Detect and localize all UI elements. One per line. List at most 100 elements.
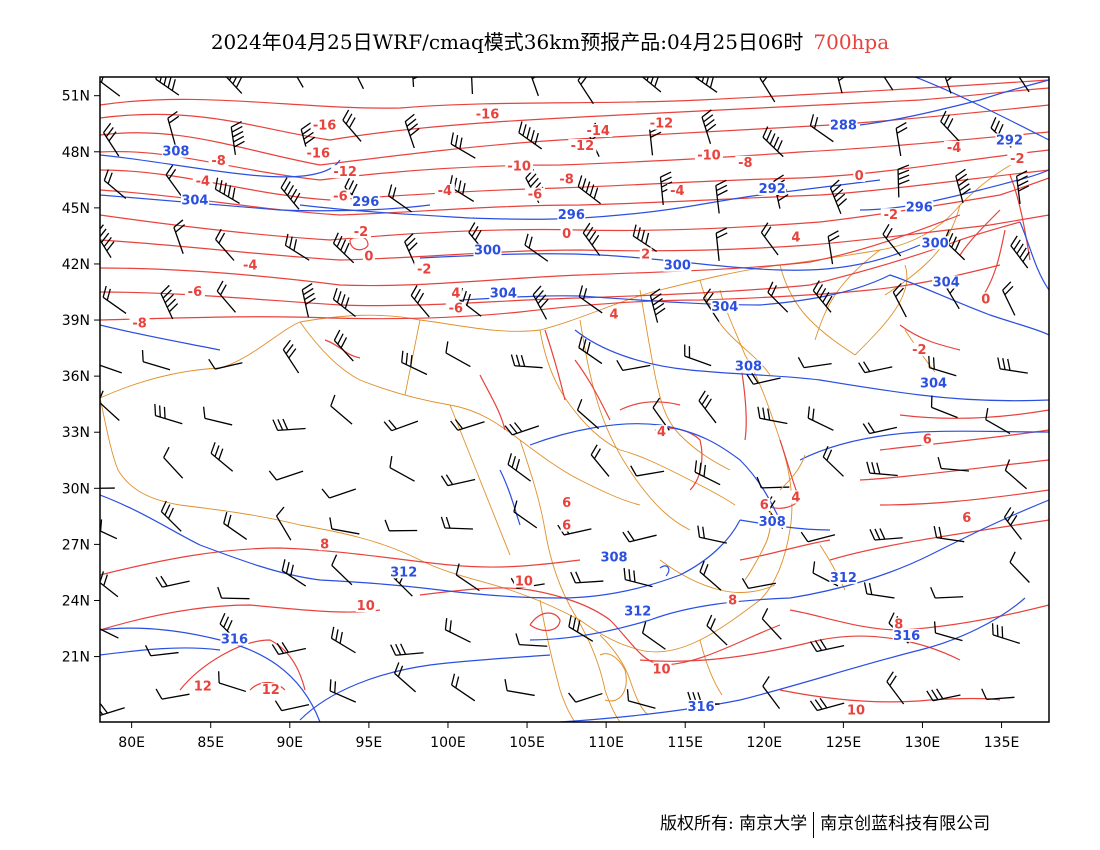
barb-feather [103, 169, 109, 181]
barb-feather [412, 69, 423, 74]
isotherm-label: -14 [586, 124, 610, 139]
barb-feather [837, 69, 849, 76]
barb-feather [515, 459, 521, 471]
barb-feather [163, 77, 168, 86]
barb-feather [833, 188, 844, 198]
barb-feather [100, 232, 110, 243]
height-contour-label-bg [995, 133, 1024, 147]
height-contour-label: 308 [162, 145, 189, 160]
barb-shaft [150, 651, 179, 657]
isotherm-label: 8 [728, 593, 737, 608]
height-contour-label: 300 [474, 244, 501, 259]
barb-shaft [622, 364, 651, 372]
barb-feather [627, 530, 635, 542]
barb-feather [509, 423, 518, 434]
height-contour-label: 296 [558, 208, 585, 223]
barb-feather [531, 77, 542, 80]
wind-barb [100, 363, 122, 374]
barb-shaft [822, 456, 844, 477]
barb-feather [1013, 239, 1021, 251]
barb-feather [445, 516, 451, 529]
barb-feather [694, 460, 698, 473]
barb-feather [515, 354, 521, 367]
isotherm-label: -2 [354, 225, 368, 240]
barb-shaft [457, 421, 485, 431]
lat-tick-label: 39N [62, 313, 90, 329]
wind-barb [401, 350, 428, 376]
wind-barb [928, 355, 957, 377]
isotherm-label: 8 [894, 618, 903, 633]
barb-feather [449, 620, 452, 633]
isotherm-label: 4 [791, 231, 800, 246]
barb-feather [703, 464, 707, 477]
barb-feather [173, 219, 184, 228]
barb-feather [216, 280, 224, 292]
barb-shaft [760, 232, 779, 256]
wind-barb [141, 350, 171, 371]
barb-shaft [218, 682, 247, 693]
height-contour-label-bg [389, 565, 418, 579]
wind-barb [155, 688, 190, 700]
barb-feather [166, 298, 177, 308]
barb-feather [858, 362, 866, 373]
isotherm-label-bg [892, 617, 905, 631]
barb-feather [164, 504, 171, 516]
wind-barb [384, 519, 418, 532]
wind-barb [215, 228, 235, 261]
barb-feather [813, 117, 819, 129]
barb-shaft [941, 467, 970, 472]
barb-feather [889, 675, 897, 686]
barb-feather [1006, 511, 1015, 522]
barb-feather [1017, 180, 1029, 187]
barb-shaft [761, 486, 790, 489]
barb-feather [809, 641, 818, 652]
barb-feather [697, 525, 701, 538]
barb-feather [334, 681, 337, 693]
height-contour-label-bg [758, 514, 787, 528]
barb-feather [223, 182, 227, 195]
barb-feather [223, 511, 228, 524]
coastline-detail [599, 454, 806, 702]
wind-barb [383, 419, 419, 432]
wind-barb [217, 586, 250, 600]
barb-feather [332, 232, 339, 244]
barb-shaft [276, 470, 304, 481]
barb-feather [539, 298, 549, 309]
isotherm-label-bg [414, 262, 435, 276]
height-contour-label: 288 [830, 118, 857, 133]
barb-feather [1022, 251, 1030, 263]
wind-barb [626, 689, 656, 709]
lon-tick-label: 135E [984, 735, 1020, 751]
wind-barb [578, 336, 603, 365]
barb-feather [706, 123, 717, 132]
barb-shaft [451, 684, 476, 702]
barb-feather [756, 476, 762, 489]
height-contour-label-bg [473, 243, 502, 257]
barb-shaft [215, 188, 240, 205]
barb-shaft [590, 454, 610, 477]
wind-barb [100, 487, 115, 490]
isotherm-label-bg [473, 107, 502, 121]
barb-feather [633, 570, 636, 583]
barb-feather [532, 285, 542, 296]
barb-shaft [282, 349, 300, 374]
barb-feather [167, 507, 174, 519]
barb-feather [762, 407, 766, 420]
wind-barb [154, 403, 183, 425]
barb-feather [102, 285, 107, 298]
isotherm-label: -6 [188, 285, 202, 300]
barb-feather [217, 586, 223, 599]
barb-feather [660, 171, 672, 178]
barb-shaft [985, 419, 1011, 435]
barb-feather [515, 633, 520, 645]
barb-feather [831, 184, 842, 193]
wind-barb [869, 528, 903, 541]
barb-feather [100, 704, 104, 716]
height-contour-label-bg [623, 604, 652, 618]
barb-feather [228, 77, 236, 81]
isotherm-label: 6 [962, 511, 971, 526]
barb-shaft [445, 352, 471, 368]
wind-barb [342, 109, 362, 142]
barb-shaft [519, 643, 548, 647]
